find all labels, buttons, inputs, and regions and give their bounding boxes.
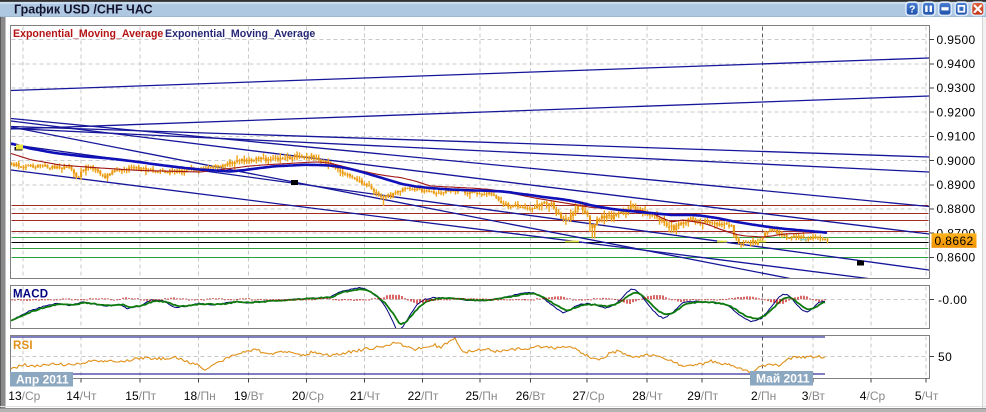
svg-text:0.9400: 0.9400 [937, 57, 976, 71]
svg-text:0.8662: 0.8662 [935, 234, 974, 248]
svg-text:15/Пт: 15/Пт [125, 389, 156, 403]
svg-text:?: ? [909, 4, 915, 16]
svg-text:28/Чт: 28/Чт [632, 389, 663, 403]
svg-text:27/Ср: 27/Ср [573, 389, 605, 403]
svg-text:2/Пн: 2/Пн [751, 389, 776, 403]
svg-text:13/Ср: 13/Ср [8, 389, 40, 403]
svg-text:29/Пт: 29/Пт [687, 389, 718, 403]
svg-text:График USD /CHF ЧАС: График USD /CHF ЧАС [14, 3, 153, 17]
svg-text:4/Ср: 4/Ср [860, 389, 886, 403]
svg-text:Май 2011: Май 2011 [756, 372, 810, 386]
svg-text:0.8800: 0.8800 [937, 202, 976, 216]
svg-text:Exponential_Moving_Average: Exponential_Moving_Average [13, 28, 163, 40]
svg-text:26/Вт: 26/Вт [516, 389, 546, 403]
svg-text:50: 50 [938, 350, 952, 364]
svg-text:MACD: MACD [13, 289, 48, 301]
svg-text:20/Ср: 20/Ср [292, 389, 324, 403]
svg-text:14/Чт: 14/Чт [66, 389, 97, 403]
svg-text:0.9000: 0.9000 [937, 154, 976, 168]
svg-text:RSI: RSI [13, 340, 33, 352]
svg-text:Апр 2011: Апр 2011 [16, 373, 69, 387]
svg-text:-0.00: -0.00 [938, 293, 967, 307]
svg-text:0.9100: 0.9100 [937, 130, 976, 144]
svg-text:19/Вт: 19/Вт [234, 389, 264, 403]
svg-text:5/Чт: 5/Чт [915, 389, 939, 403]
svg-text:Exponential_Moving_Average: Exponential_Moving_Average [165, 28, 315, 40]
svg-text:0.9500: 0.9500 [937, 33, 976, 47]
svg-text:22/Пт: 22/Пт [408, 389, 439, 403]
svg-text:18/Пн: 18/Пн [184, 389, 216, 403]
svg-text:21/Чт: 21/Чт [350, 389, 381, 403]
svg-text:0.8900: 0.8900 [937, 178, 976, 192]
svg-text:0.8600: 0.8600 [937, 251, 976, 265]
svg-text:25/Пн: 25/Пн [466, 389, 498, 403]
svg-text:3/Вт: 3/Вт [802, 389, 826, 403]
svg-text:0.9200: 0.9200 [937, 105, 976, 119]
svg-text:0.9300: 0.9300 [937, 81, 976, 95]
